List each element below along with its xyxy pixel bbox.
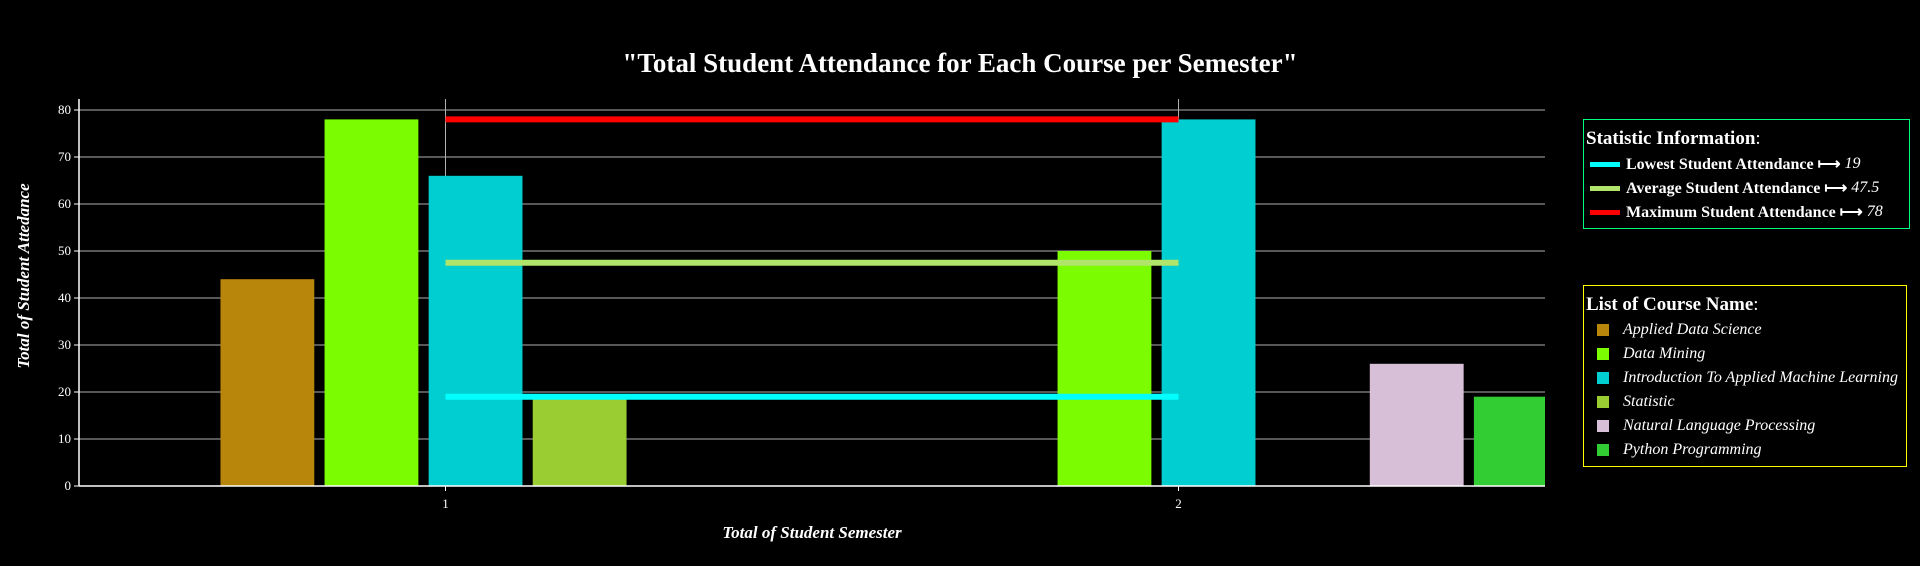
statistic-legend: Statistic Information: Lowest Student At…	[1583, 119, 1910, 229]
statistic-legend-rows: Lowest Student Attendance ⟼ 19 Average Stu…	[1584, 152, 1909, 224]
y-tick-label: 10	[58, 431, 71, 446]
legend-color-swatch	[1597, 348, 1609, 360]
legend-color-swatch	[1597, 372, 1609, 384]
statistic-legend-value: 19	[1844, 155, 1861, 172]
course-legend-label: Data Mining	[1623, 345, 1706, 362]
bar	[1369, 363, 1464, 486]
y-ticks-group: 0 10 20 30 40 50 60 70 80	[58, 102, 79, 493]
statistic-legend-item: Lowest Student Attendance ⟼ 19	[1584, 152, 1909, 176]
legend-color-swatch	[1597, 324, 1609, 336]
legend-color-swatch	[1597, 396, 1609, 408]
statistic-legend-label: Maximum Student Attendance ⟼	[1626, 204, 1863, 221]
reference-lines-group	[445, 116, 1179, 400]
bar	[1057, 251, 1152, 486]
course-legend-item: Applied Data Science	[1584, 318, 1906, 342]
y-tick-label: 70	[58, 149, 71, 164]
y-tick-label: 50	[58, 243, 71, 258]
course-legend-label: Statistic	[1623, 393, 1675, 410]
y-tick-label: 60	[58, 196, 71, 211]
legend-line-swatch	[1590, 185, 1620, 191]
bar	[428, 175, 523, 487]
statistic-legend-item: Average Student Attendance ⟼ 47.5	[1584, 176, 1909, 200]
y-tick-label: 80	[58, 102, 71, 117]
x-tick-label: 1	[442, 496, 449, 511]
x-tick-label: 2	[1175, 496, 1182, 511]
bar	[1161, 119, 1256, 487]
course-legend-label: Natural Language Processing	[1623, 417, 1816, 434]
bars-group	[220, 119, 1545, 487]
course-legend-item: Data Mining	[1584, 342, 1906, 366]
bar	[220, 279, 315, 486]
course-legend-item: Natural Language Processing	[1584, 414, 1906, 438]
course-legend-label: Python Programming	[1623, 441, 1762, 458]
statistic-legend-value: 78	[1866, 203, 1883, 220]
y-tick-label: 40	[58, 290, 71, 305]
x-axis-label: Total of Student Semester	[722, 523, 902, 542]
y-axis-label: Total of Student Attedance	[14, 183, 33, 369]
legend-line-swatch	[1590, 161, 1620, 167]
course-legend-item: Statistic	[1584, 390, 1906, 414]
legend-color-swatch	[1597, 444, 1609, 456]
legend-line-swatch	[1590, 209, 1620, 215]
legend-color-swatch	[1597, 420, 1609, 432]
course-legend-label: Applied Data Science	[1623, 321, 1762, 338]
statistic-legend-label: Average Student Attendance ⟼	[1626, 180, 1848, 197]
course-legend-label: Introduction To Applied Machine Learning	[1623, 369, 1898, 386]
y-tick-label: 20	[58, 384, 71, 399]
course-legend-rows: Applied Data Science Data Mining Introduct…	[1584, 318, 1906, 462]
statistic-legend-label: Lowest Student Attendance ⟼	[1626, 156, 1841, 173]
y-tick-label: 30	[58, 337, 71, 352]
bar	[532, 396, 627, 486]
course-legend-title: List of Course Name:	[1586, 294, 1759, 315]
statistic-legend-title: Statistic Information:	[1586, 128, 1761, 149]
statistic-legend-item: Maximum Student Attendance ⟼ 78	[1584, 200, 1909, 224]
course-legend-item: Python Programming	[1584, 438, 1906, 462]
bar	[1473, 396, 1545, 486]
y-tick-label: 0	[65, 478, 72, 493]
bar	[324, 119, 419, 487]
chart-title: "Total Student Attendance for Each Cours…	[622, 48, 1298, 78]
axes-group	[78, 99, 1545, 487]
course-legend-item: Introduction To Applied Machine Learning	[1584, 366, 1906, 390]
statistic-legend-value: 47.5	[1851, 179, 1880, 196]
course-legend: List of Course Name: Applied Data Scienc…	[1583, 285, 1907, 467]
